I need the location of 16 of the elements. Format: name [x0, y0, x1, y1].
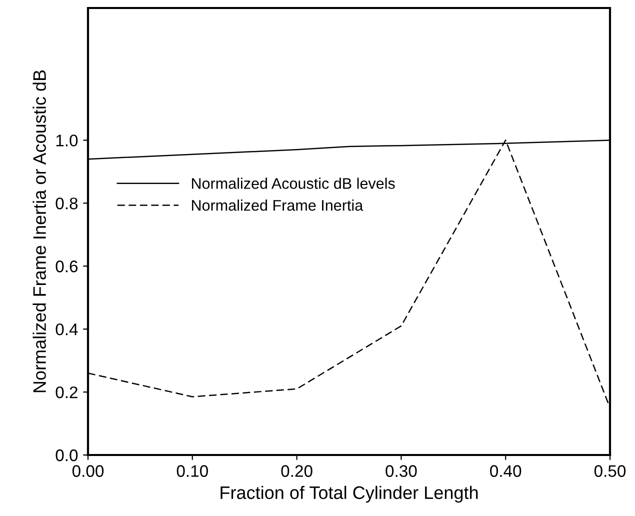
x-tick-label: 0.30 — [386, 465, 417, 477]
x-tick-label: 0.40 — [490, 465, 522, 477]
y-tick-label: 0.8 — [56, 198, 78, 210]
y-tick-label: 1.0 — [56, 134, 78, 146]
x-tick-label: 0.00 — [72, 465, 104, 477]
legend-label: Normalized Frame Inertia — [192, 200, 364, 211]
x-tick-label: 0.20 — [281, 465, 312, 477]
y-tick-label: 0.4 — [56, 323, 78, 336]
legend-label: Normalized Acoustic dB levels — [192, 178, 395, 189]
y-axis-title: Normalized Frame Inertia or Acoustic dB — [32, 70, 46, 392]
y-tick-label: 0.0 — [56, 449, 78, 462]
x-axis-title: Fraction of Total Cylinder Length — [220, 486, 478, 503]
y-tick-label: 0.6 — [56, 260, 78, 272]
x-tick-label: 0.10 — [176, 465, 208, 477]
y-tick-label: 0.2 — [56, 386, 78, 398]
x-tick-label: 0.50 — [594, 465, 626, 477]
